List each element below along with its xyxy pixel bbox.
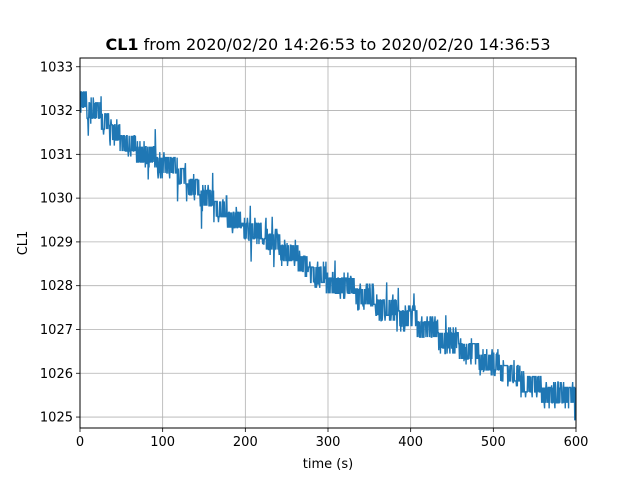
chart-title-bold: CL1	[105, 35, 138, 54]
x-tick-label: 500	[481, 435, 506, 450]
series-line-cl1	[80, 91, 576, 421]
x-tick-label: 600	[564, 435, 589, 450]
x-axis-ticks: 0 100 200 300 400 500 600	[76, 428, 589, 450]
y-tick-label: 1028	[40, 279, 73, 294]
y-tick-label: 1031	[40, 148, 73, 163]
y-tick-label: 1033	[40, 60, 73, 75]
y-axis-ticks: 1025 1026 1027 1028 1029 1030 1031 1032 1033	[40, 60, 80, 426]
x-tick-label: 200	[233, 435, 258, 450]
x-tick-label: 400	[398, 435, 423, 450]
chart-title-rest: from 2020/02/20 14:26:53 to 2020/02/20 1…	[139, 35, 551, 54]
y-tick-label: 1030	[40, 192, 73, 207]
x-tick-label: 100	[150, 435, 175, 450]
x-tick-label: 300	[316, 435, 341, 450]
y-tick-label: 1026	[40, 367, 73, 382]
x-axis-label: time (s)	[303, 457, 353, 472]
y-axis-label: CL1	[16, 231, 31, 256]
x-tick-label: 0	[76, 435, 84, 450]
y-tick-label: 1025	[40, 411, 73, 426]
y-tick-label: 1027	[40, 323, 73, 338]
chart-title: CL1 from 2020/02/20 14:26:53 to 2020/02/…	[105, 35, 550, 54]
y-tick-label: 1032	[40, 104, 73, 119]
plot-data-group	[80, 91, 576, 421]
y-tick-label: 1029	[40, 235, 73, 250]
